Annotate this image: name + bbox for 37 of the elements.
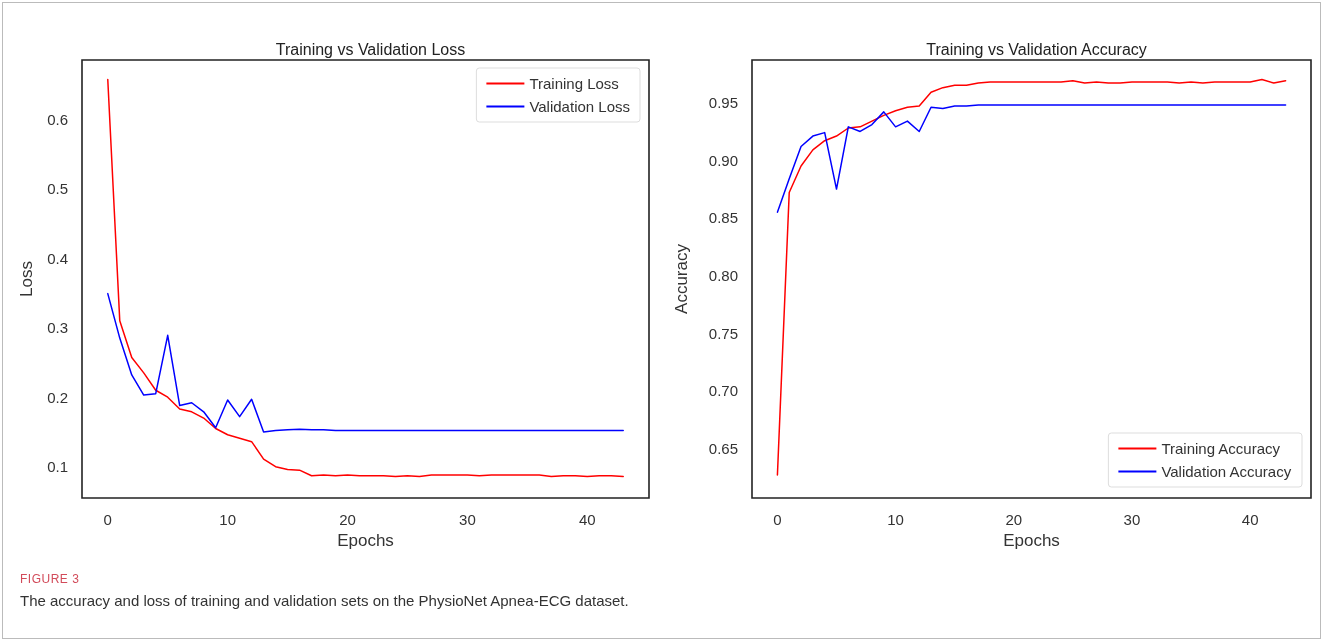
caption: FIGURE 3 [20,572,81,586]
y-tick-label: 0.95 [708,94,738,112]
x-tick-label: 30 [459,511,476,528]
y-tick-label: 0.4 [47,249,68,267]
y-tick-label: 0.6 [47,110,68,128]
y-tick-label: 0.5 [47,180,68,198]
legend-label: Validation Loss [529,98,630,115]
x-tick-label: 40 [1241,511,1259,528]
x-tick-label: 10 [887,511,904,528]
y-axis-title: Loss [17,261,36,297]
legend-label: Validation Accuracy [1161,463,1292,480]
x-tick-label: 40 [578,511,596,528]
y-tick-label: 0.80 [708,267,738,285]
x-axis-title: Epochs [1003,531,1060,550]
chart-title: Training vs Validation Accuracy [926,40,1147,58]
y-tick-label: 0.75 [708,324,738,342]
y-tick-label: 0.65 [708,439,738,457]
legend-label: Training Loss [529,75,619,92]
y-tick-label: 0.3 [47,319,68,337]
y-tick-label: 0.1 [47,458,68,476]
x-tick-label: 10 [219,511,236,528]
y-tick-label: 0.70 [708,382,738,400]
y-tick-label: 0.90 [708,151,738,169]
y-tick-label: 0.2 [47,388,68,406]
x-tick-label: 30 [1123,511,1141,528]
x-tick-label: 0 [103,511,112,528]
line-series [776,104,1287,213]
y-tick-label: 0.85 [708,209,738,227]
chart-title: Training vs Validation Loss [275,40,466,58]
text: The accuracy and loss of training and validation sets on the PhysioNet Apnea-ECG dataset. [20,592,630,609]
x-tick-label: 20 [1005,511,1023,528]
x-tick-label: 0 [773,511,782,528]
legend-label: Training Accuracy [1161,440,1281,457]
x-tick-label: 20 [339,511,356,528]
y-axis-title: Accuracy [672,243,691,314]
x-axis-title: Epochs [337,531,394,550]
line-series [107,292,624,433]
